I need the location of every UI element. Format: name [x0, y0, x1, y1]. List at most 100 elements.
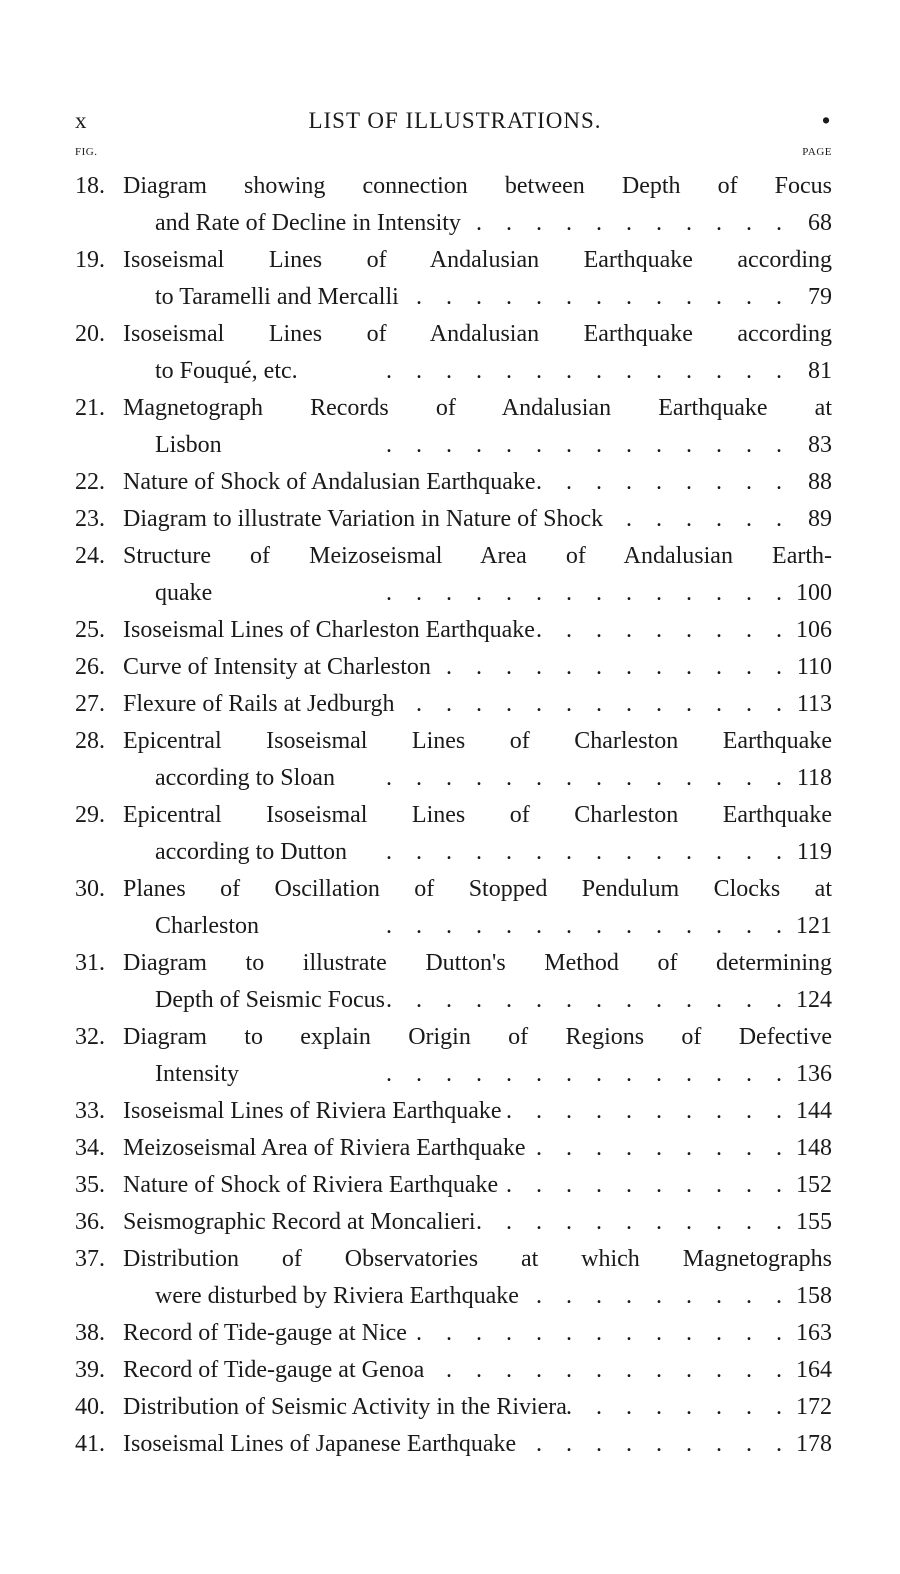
dot-leader — [298, 353, 782, 390]
entry-title: Seismographic Record at Moncalieri — [123, 1209, 476, 1235]
entry-title: Lisbon — [155, 432, 222, 458]
dot-leader — [259, 908, 782, 945]
figure-number: 40. — [75, 1394, 105, 1420]
list-entry: 39. Record of Tide-gauge at Genoa 164 — [75, 1352, 832, 1389]
page-number: 144 — [796, 1098, 832, 1124]
entry-title: Distribution of Observatories at which M… — [123, 1246, 832, 1272]
entry-line: to Fouqué, etc. 81 — [75, 353, 832, 390]
entry-line: 33. Isoseismal Lines of Riviera Earthquak… — [75, 1093, 832, 1130]
page-number: 158 — [796, 1283, 832, 1309]
entry-line: 18. Diagram showing connection between De… — [75, 168, 832, 205]
entry-title: Diagram to explain Origin of Regions of … — [123, 1024, 832, 1050]
entry-title: Nature of Shock of Riviera Earthquake — [123, 1172, 499, 1198]
page-number: 88 — [808, 469, 832, 495]
dot-leader — [476, 1204, 782, 1241]
list-entry: 41. Isoseismal Lines of Japanese Earthqua… — [75, 1426, 832, 1463]
entry-title: Planes of Oscillation of Stopped Pendulu… — [123, 876, 832, 902]
entry-title: Epicentral Isoseismal Lines of Charlesto… — [123, 802, 832, 828]
dot-leader — [535, 612, 782, 649]
entry-line: 32. Diagram to explain Origin of Regions … — [75, 1019, 832, 1056]
entry-title: Curve of Intensity at Charleston — [123, 654, 431, 680]
list-entry: 29. Epicentral Isoseismal Lines of Charle… — [75, 797, 832, 871]
entry-line: to Taramelli and Mercalli 79 — [75, 279, 832, 316]
running-header: x LIST OF ILLUSTRATIONS. • — [75, 108, 835, 144]
page-number: 155 — [796, 1209, 832, 1235]
indent — [75, 982, 155, 1019]
entry-line: Intensity 136 — [75, 1056, 832, 1093]
list-entry: 40. Distribution of Seismic Activity in t… — [75, 1389, 832, 1426]
list-entry: 28. Epicentral Isoseismal Lines of Charle… — [75, 723, 832, 797]
dot-leader — [407, 1315, 782, 1352]
figure-number: 25. — [75, 617, 105, 643]
entry-line: 27. Flexure of Rails at Jedburgh 113 — [75, 686, 832, 723]
entry-title: Isoseismal Lines of Charleston Earthquak… — [123, 617, 535, 643]
entry-title: were disturbed by Riviera Earthquake — [155, 1283, 519, 1309]
figure-number: 21. — [75, 395, 105, 421]
dot-leader — [335, 760, 782, 797]
page-number: 79 — [808, 284, 832, 310]
figure-number: 27. — [75, 691, 105, 717]
entry-line: according to Dutton 119 — [75, 834, 832, 871]
list-entry: 32. Diagram to explain Origin of Regions … — [75, 1019, 832, 1093]
list-entry: 19. Isoseismal Lines of Andalusian Earthq… — [75, 242, 832, 316]
entry-line: and Rate of Decline in Intensity 68 — [75, 205, 832, 242]
entry-title: Intensity — [155, 1061, 239, 1087]
figure-number: 22. — [75, 469, 105, 495]
page-number: 163 — [796, 1320, 832, 1346]
entry-line: 20. Isoseismal Lines of Andalusian Earthq… — [75, 316, 832, 353]
figure-number: 37. — [75, 1246, 105, 1272]
list-entry: 23. Diagram to illustrate Variation in Na… — [75, 501, 832, 538]
entry-title: according to Dutton — [155, 839, 347, 865]
dot-leader — [502, 1093, 782, 1130]
figure-number: 23. — [75, 506, 105, 532]
page-number: 100 — [796, 580, 832, 606]
dot-leader — [516, 1426, 782, 1463]
indent — [75, 1278, 155, 1315]
list-entry: 38. Record of Tide-gauge at Nice 163 — [75, 1315, 832, 1352]
dot-leader — [536, 464, 782, 501]
dot-leader — [498, 1167, 782, 1204]
indent — [75, 760, 155, 797]
figure-number: 31. — [75, 950, 105, 976]
page-number: 121 — [796, 913, 832, 939]
page-number: 118 — [796, 765, 832, 791]
entry-line: 19. Isoseismal Lines of Andalusian Earthq… — [75, 242, 832, 279]
page-column-header: PAGE — [802, 146, 832, 158]
entry-line: Charleston 121 — [75, 908, 832, 945]
entry-line: 29. Epicentral Isoseismal Lines of Charle… — [75, 797, 832, 834]
dot-leader — [519, 1278, 782, 1315]
page-number: 124 — [796, 987, 832, 1013]
page-number: 110 — [796, 654, 832, 680]
entry-title: Structure of Meizoseismal Area of Andalu… — [123, 543, 832, 569]
entry-title: Diagram to illustrate Variation in Natur… — [123, 506, 604, 532]
entry-title: Isoseismal Lines of Andalusian Earthquak… — [123, 321, 832, 347]
figure-number: 36. — [75, 1209, 105, 1235]
dot-leader — [395, 686, 782, 723]
fig-column-header: FIG. — [75, 146, 98, 158]
figure-number: 28. — [75, 728, 105, 754]
page-title: LIST OF ILLUSTRATIONS. — [308, 108, 602, 133]
list-entry: 37. Distribution of Observatories at whic… — [75, 1241, 832, 1315]
list-entry: 21. Magnetograph Records of Andalusian Ea… — [75, 390, 832, 464]
entry-line: Lisbon 83 — [75, 427, 832, 464]
page-number: 172 — [796, 1394, 832, 1420]
indent — [75, 353, 155, 390]
figure-number: 41. — [75, 1431, 105, 1457]
dot-leader — [212, 575, 782, 612]
dot-leader — [222, 427, 782, 464]
entry-line: 21. Magnetograph Records of Andalusian Ea… — [75, 390, 832, 427]
list-entry: 20. Isoseismal Lines of Andalusian Earthq… — [75, 316, 832, 390]
entry-title: to Taramelli and Mercalli — [155, 284, 399, 310]
entry-title: Flexure of Rails at Jedburgh — [123, 691, 395, 717]
page-number: 148 — [796, 1135, 832, 1161]
entry-title: Record of Tide-gauge at Genoa — [123, 1357, 425, 1383]
figure-number: 34. — [75, 1135, 105, 1161]
entry-line: Depth of Seismic Focus 124 — [75, 982, 832, 1019]
indent — [75, 834, 155, 871]
entry-line: were disturbed by Riviera Earthquake 158 — [75, 1278, 832, 1315]
entry-title: Epicentral Isoseismal Lines of Charlesto… — [123, 728, 832, 754]
entry-line: 39. Record of Tide-gauge at Genoa 164 — [75, 1352, 832, 1389]
entry-title: Diagram to illustrate Dutton's Method of… — [123, 950, 832, 976]
entry-title: and Rate of Decline in Intensity — [155, 210, 461, 236]
page-number: 68 — [808, 210, 832, 236]
